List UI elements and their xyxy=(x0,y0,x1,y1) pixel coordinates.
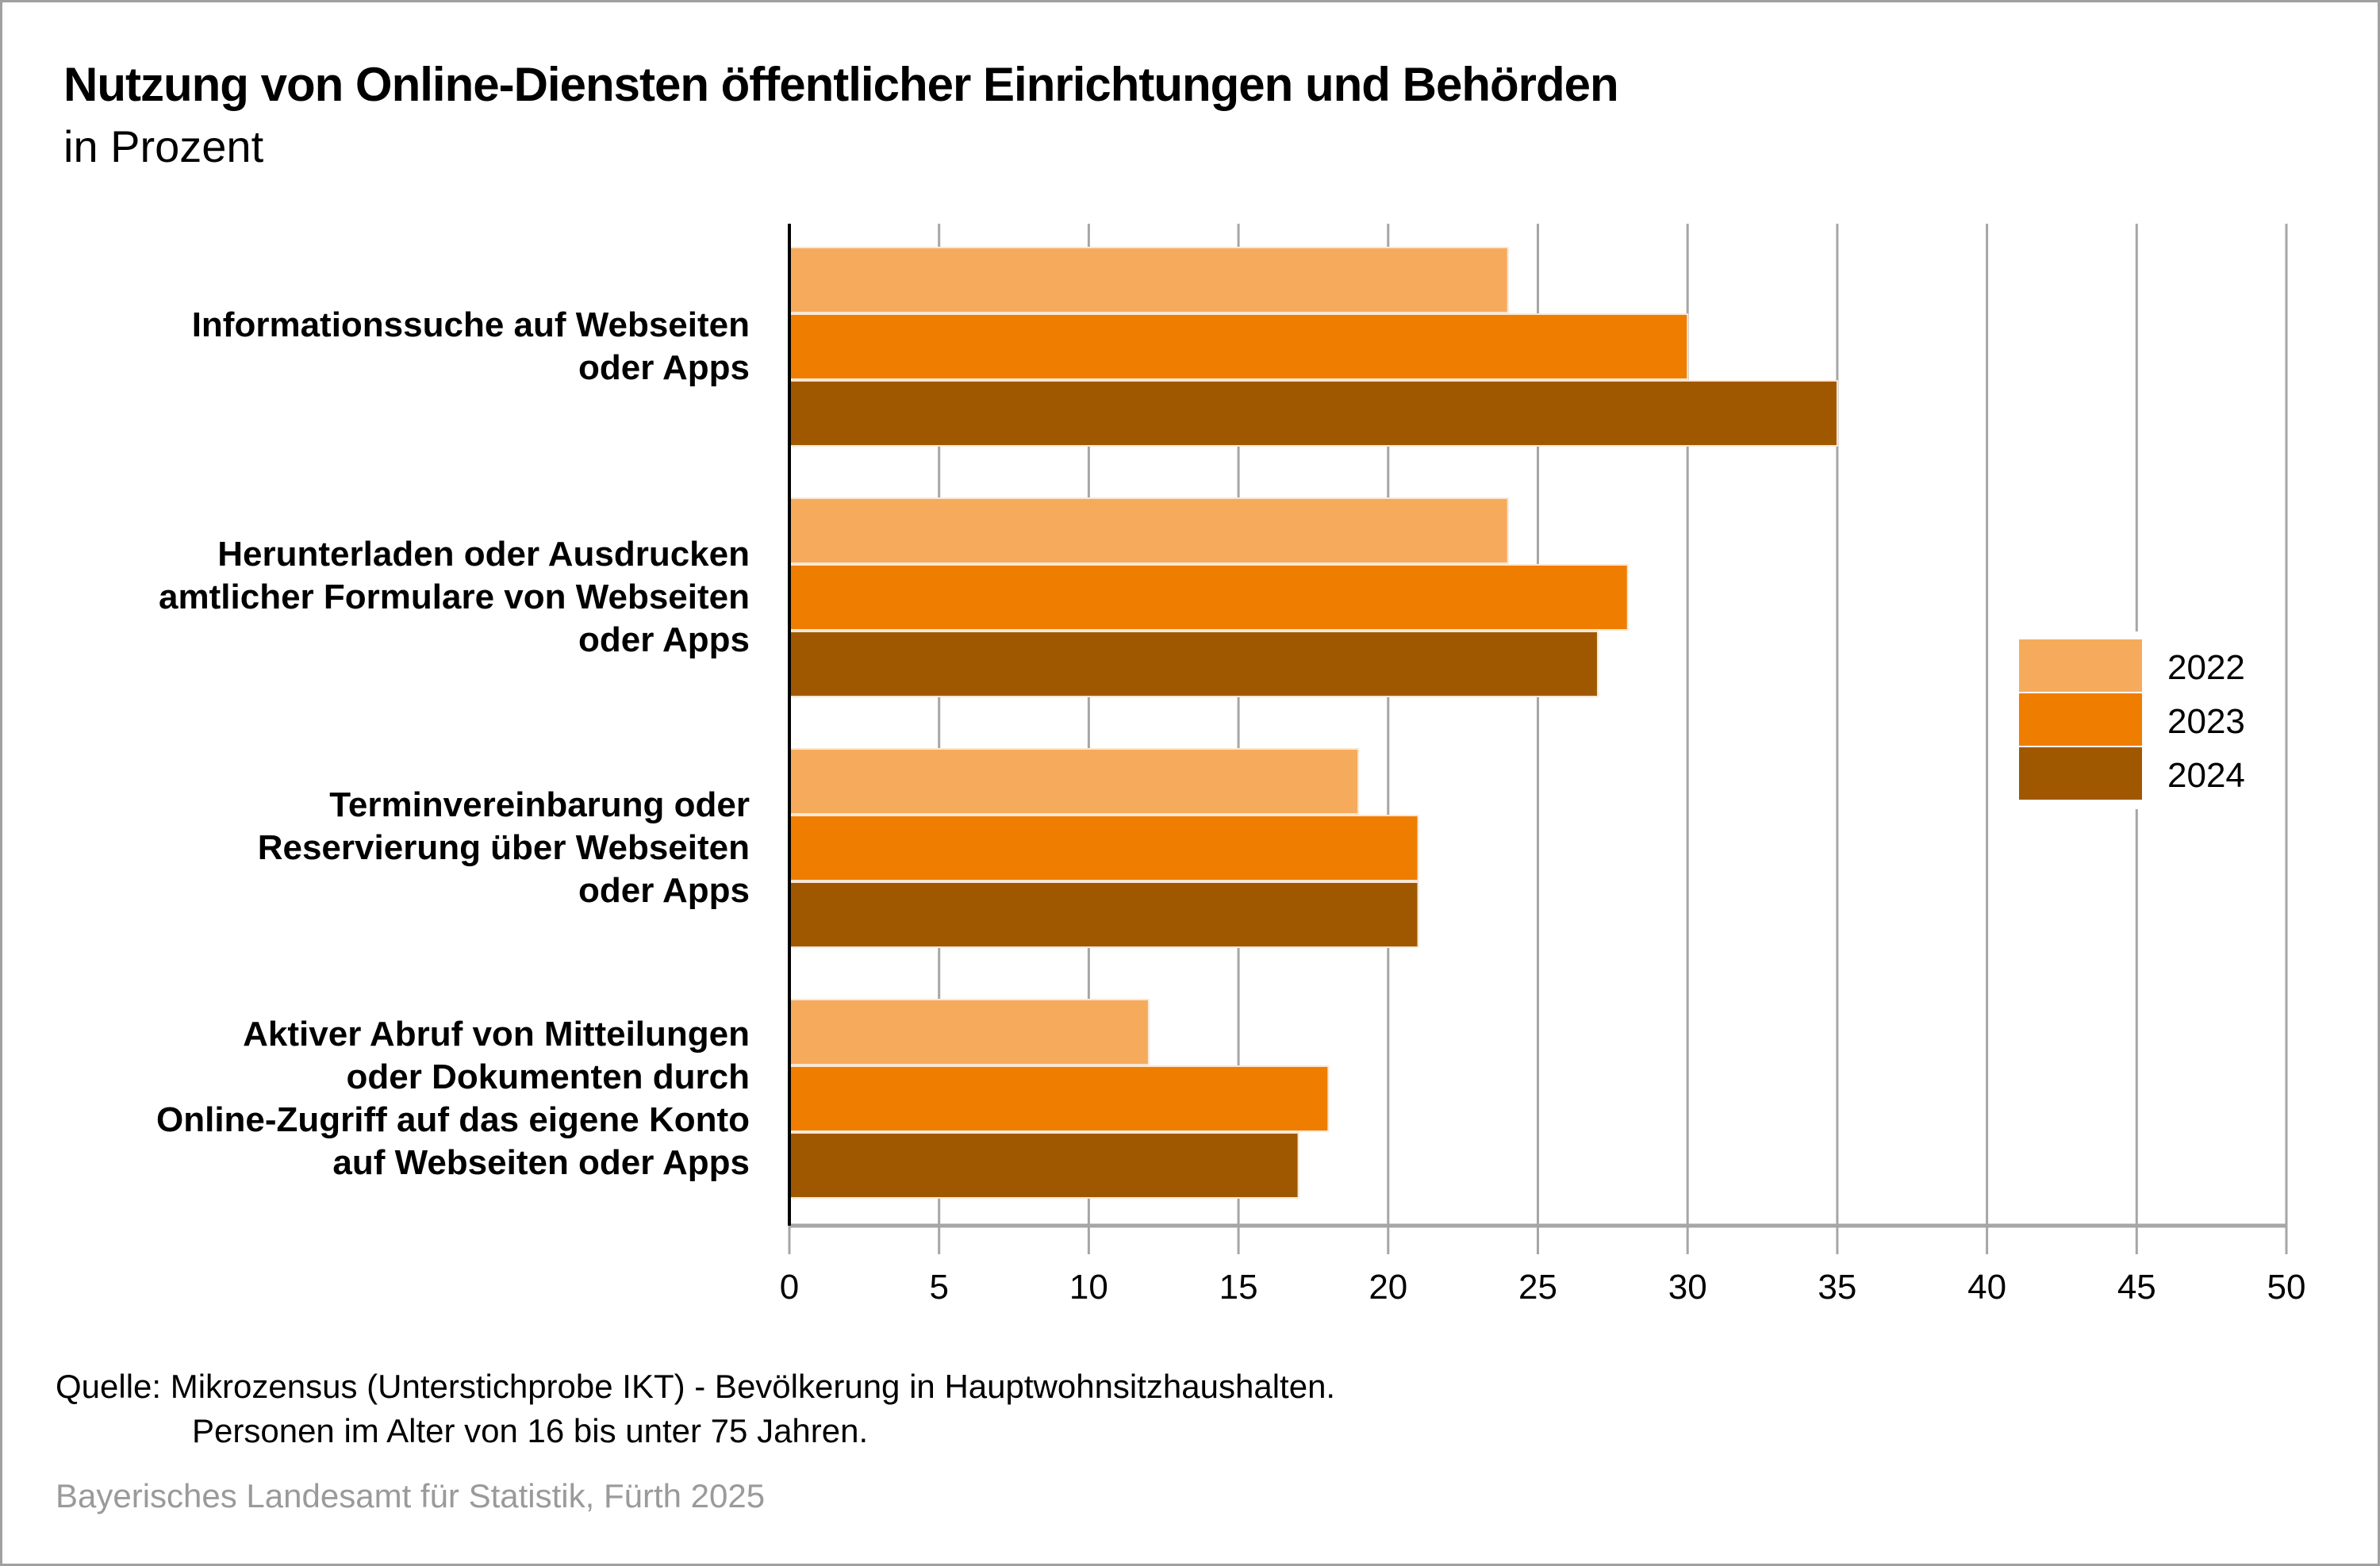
bar-2023 xyxy=(789,564,1629,631)
category-label-line: amtlicher Formulare von Webseiten xyxy=(159,578,750,616)
legend-label-2022: 2022 xyxy=(2167,648,2245,687)
credit-line: Bayerisches Landesamt für Statistik, Für… xyxy=(56,1477,766,1514)
x-tick-label: 50 xyxy=(2267,1268,2306,1307)
x-tick-label: 40 xyxy=(1967,1268,2006,1307)
x-tick-label: 5 xyxy=(929,1268,948,1307)
source-line-1: Quelle: Mikrozensus (Unterstichprobe IKT… xyxy=(56,1368,1336,1405)
category-label-line: Aktiver Abruf von Mitteilungen xyxy=(243,1015,750,1054)
x-tick-label: 35 xyxy=(1818,1268,1856,1307)
category-label-line: Informationssuche auf Webseiten xyxy=(191,305,750,344)
x-tick-label: 20 xyxy=(1368,1268,1407,1307)
legend-label-2024: 2024 xyxy=(2167,756,2245,795)
category-label: Herunterladen oder Ausdrucken amtlicher F… xyxy=(0,533,750,662)
bar-2024 xyxy=(789,1132,1299,1199)
category-label-line: oder Apps xyxy=(578,620,750,659)
category-label: Terminvereinbarung oder Reservierung über… xyxy=(0,784,750,912)
x-tick-label: 30 xyxy=(1668,1268,1707,1307)
bar-2022 xyxy=(789,247,1509,313)
category-label-line: oder Dokumenten durch xyxy=(346,1057,750,1096)
x-tick-label: 25 xyxy=(1518,1268,1557,1307)
legend-swatch-2023 xyxy=(2019,693,2142,746)
bar-2023 xyxy=(789,1065,1330,1132)
chart-subtitle: in Prozent xyxy=(63,121,264,171)
source-note: Quelle: Mikrozensus (Unterstichprobe IKT… xyxy=(56,1364,1335,1453)
x-tick-label: 10 xyxy=(1069,1268,1108,1307)
bar-2024 xyxy=(789,881,1419,948)
category-label-line: oder Apps xyxy=(578,871,750,910)
x-tick-label: 0 xyxy=(780,1268,799,1307)
category-label-line: Online-Zugriff auf das eigene Konto xyxy=(156,1100,750,1139)
category-label: Aktiver Abruf von Mitteilungen oder Dokum… xyxy=(0,1013,750,1184)
category-label-line: Terminvereinbarung oder xyxy=(329,785,750,824)
x-tick-label: 15 xyxy=(1219,1268,1258,1307)
category-label-line: Reservierung über Webseiten xyxy=(257,828,750,867)
category-label-line: Herunterladen oder Ausdrucken xyxy=(217,535,750,574)
bar-2024 xyxy=(789,380,1838,447)
source-line-2: Personen im Alter von 16 bis unter 75 Ja… xyxy=(192,1412,869,1449)
chart-title: Nutzung von Online-Diensten öffentlicher… xyxy=(63,58,1619,111)
legend-swatch-2024 xyxy=(2019,747,2142,800)
legend-label-2023: 2023 xyxy=(2167,702,2245,741)
category-label-line: auf Webseiten oder Apps xyxy=(332,1143,750,1182)
x-tick-label: 45 xyxy=(2117,1268,2156,1307)
bar-2022 xyxy=(789,497,1509,564)
category-label: Informationssuche auf Webseiten oder Apps xyxy=(0,304,750,390)
bar-2022 xyxy=(789,748,1360,815)
legend-swatch-2022 xyxy=(2019,639,2142,692)
category-label-line: oder Apps xyxy=(578,348,750,387)
bar-2023 xyxy=(789,815,1419,881)
bar-2023 xyxy=(789,313,1689,380)
bar-2022 xyxy=(789,999,1150,1065)
bar-2024 xyxy=(789,631,1599,697)
